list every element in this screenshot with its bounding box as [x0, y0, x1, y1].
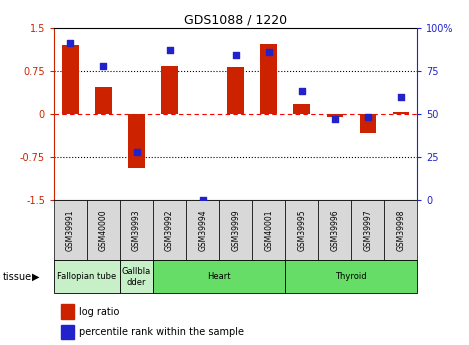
Bar: [129, 114, 145, 168]
Bar: [120, 200, 153, 260]
Bar: [252, 200, 285, 260]
Bar: [61, 304, 74, 319]
Text: GSM39991: GSM39991: [66, 209, 75, 251]
Bar: [161, 66, 178, 114]
Point: [331, 116, 339, 122]
Title: GDS1088 / 1220: GDS1088 / 1220: [184, 13, 287, 27]
Bar: [318, 200, 351, 260]
Point: [265, 49, 272, 55]
Bar: [62, 45, 79, 114]
Bar: [153, 260, 285, 293]
Bar: [285, 200, 318, 260]
Bar: [95, 87, 112, 114]
Point: [364, 115, 371, 120]
Point: [100, 63, 107, 68]
Text: GSM39998: GSM39998: [396, 209, 405, 251]
Text: GSM39994: GSM39994: [198, 209, 207, 251]
Bar: [351, 200, 385, 260]
Bar: [153, 200, 186, 260]
Text: GSM39993: GSM39993: [132, 209, 141, 251]
Bar: [61, 325, 74, 339]
Point: [232, 52, 240, 58]
Text: GSM39995: GSM39995: [297, 209, 306, 251]
Text: GSM40000: GSM40000: [99, 209, 108, 251]
Text: GSM40001: GSM40001: [264, 209, 273, 251]
Bar: [219, 200, 252, 260]
Text: GSM39999: GSM39999: [231, 209, 240, 251]
Bar: [393, 111, 409, 114]
Text: GSM39997: GSM39997: [363, 209, 372, 251]
Text: Gallbla
dder: Gallbla dder: [122, 267, 151, 287]
Bar: [385, 200, 417, 260]
Bar: [186, 200, 219, 260]
Text: Fallopian tube: Fallopian tube: [57, 272, 117, 282]
Point: [67, 40, 74, 46]
Bar: [326, 114, 343, 117]
Point: [397, 94, 405, 99]
Point: [166, 47, 174, 53]
Text: Heart: Heart: [207, 272, 231, 282]
Bar: [120, 260, 153, 293]
Text: tissue: tissue: [2, 272, 31, 282]
Point: [199, 197, 206, 203]
Text: Thyroid: Thyroid: [335, 272, 367, 282]
Text: log ratio: log ratio: [79, 307, 120, 317]
Point: [298, 89, 305, 94]
Text: GSM39996: GSM39996: [330, 209, 339, 251]
Bar: [227, 67, 244, 114]
Bar: [360, 114, 376, 133]
Bar: [54, 260, 120, 293]
Bar: [87, 200, 120, 260]
Bar: [54, 200, 87, 260]
Bar: [294, 104, 310, 114]
Bar: [260, 44, 277, 114]
Text: GSM39992: GSM39992: [165, 209, 174, 251]
Point: [133, 149, 140, 155]
Text: percentile rank within the sample: percentile rank within the sample: [79, 327, 244, 337]
Text: ▶: ▶: [32, 272, 39, 282]
Bar: [285, 260, 417, 293]
